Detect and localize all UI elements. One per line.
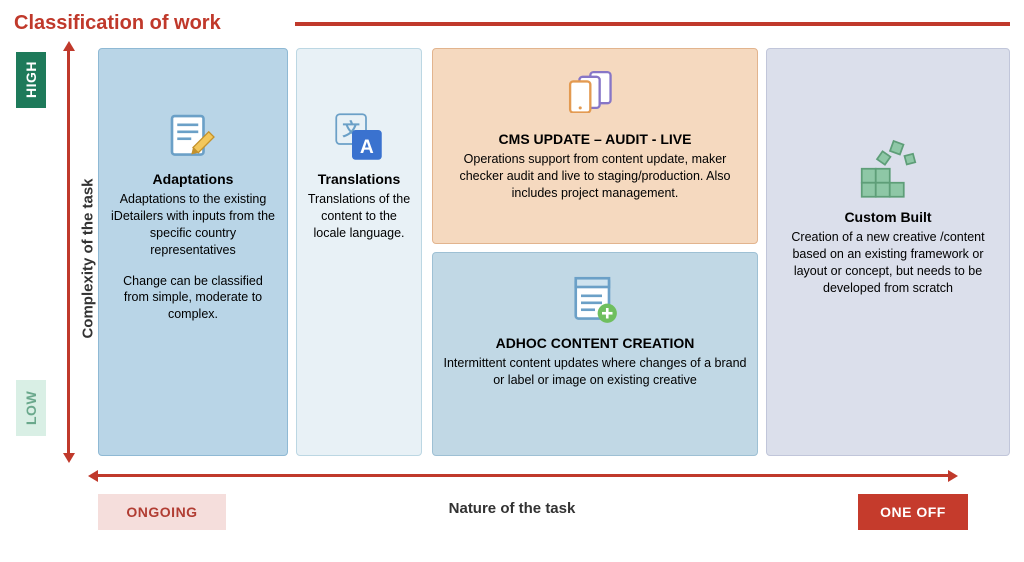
- translate-icon: 文 A: [331, 109, 387, 165]
- notepad-pencil-icon: [165, 109, 221, 165]
- badge-low: LOW: [16, 380, 46, 436]
- blocks-icon: [853, 139, 923, 203]
- y-arrow-down-icon: [63, 453, 75, 463]
- card-desc2: Change can be classified from simple, mo…: [109, 273, 277, 324]
- y-axis-label: Complexity of the task: [80, 178, 97, 338]
- badge-oneoff: ONE OFF: [858, 494, 968, 530]
- card-desc: Translations of the content to the local…: [307, 191, 411, 242]
- devices-icon: [567, 69, 623, 125]
- card-custom: Custom Built Creation of a new creative …: [766, 48, 1010, 456]
- card-cms: CMS UPDATE – AUDIT - LIVE Operations sup…: [432, 48, 758, 244]
- x-arrow-right-icon: [948, 470, 958, 482]
- svg-text:A: A: [360, 137, 374, 158]
- y-axis-line: [67, 50, 70, 455]
- card-desc: Adaptations to the existing iDetailers w…: [109, 191, 277, 259]
- card-desc: Intermittent content updates where chang…: [443, 355, 747, 389]
- card-desc: Operations support from content update, …: [443, 151, 747, 202]
- y-arrow-up-icon: [63, 41, 75, 51]
- card-title: ADHOC CONTENT CREATION: [496, 335, 695, 351]
- document-add-icon: [567, 273, 623, 329]
- title-rule: [295, 22, 1010, 26]
- card-adhoc: ADHOC CONTENT CREATION Intermittent cont…: [432, 252, 758, 456]
- page-title: Classification of work: [14, 12, 221, 35]
- x-axis-line: [98, 474, 948, 477]
- badge-high: HIGH: [16, 52, 46, 108]
- card-title: Custom Built: [844, 209, 931, 225]
- x-arrow-left-icon: [88, 470, 98, 482]
- card-adaptations: Adaptations Adaptations to the existing …: [98, 48, 288, 456]
- badge-ongoing: ONGOING: [98, 494, 226, 530]
- card-title: Adaptations: [153, 171, 234, 187]
- card-translations: 文 A Translations Translations of the con…: [296, 48, 422, 456]
- card-title: CMS UPDATE – AUDIT - LIVE: [499, 131, 692, 147]
- card-desc: Creation of a new creative /content base…: [777, 229, 999, 297]
- card-title: Translations: [318, 171, 400, 187]
- title-text: Classification of work: [14, 12, 221, 34]
